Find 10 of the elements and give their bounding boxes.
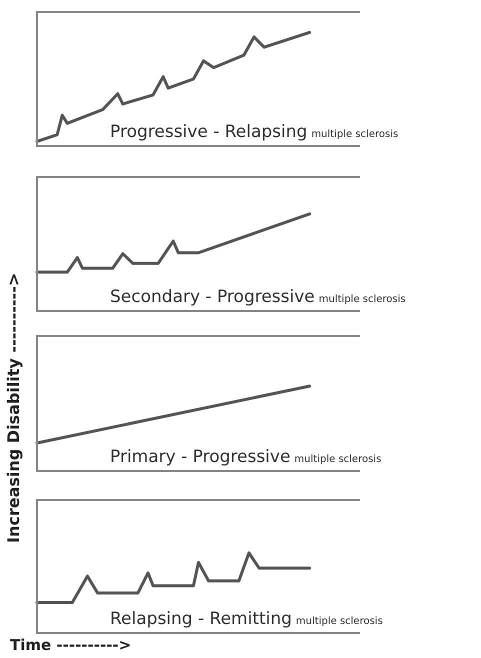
text: Progressive - Relapsing — [110, 122, 308, 142]
text: multiple sclerosis — [294, 454, 382, 465]
text: multiple sclerosis — [311, 129, 398, 140]
text: Primary - Progressive — [110, 447, 290, 467]
text: multiple sclerosis — [296, 616, 383, 627]
text: multiple sclerosis — [318, 294, 406, 305]
text: Secondary - Progressive — [110, 287, 315, 307]
x-axis-title: Time ----------> — [10, 636, 132, 654]
text: Relapsing - Remitting — [110, 609, 292, 629]
y-axis-title: Increasing Disability ----------> — [4, 272, 23, 546]
